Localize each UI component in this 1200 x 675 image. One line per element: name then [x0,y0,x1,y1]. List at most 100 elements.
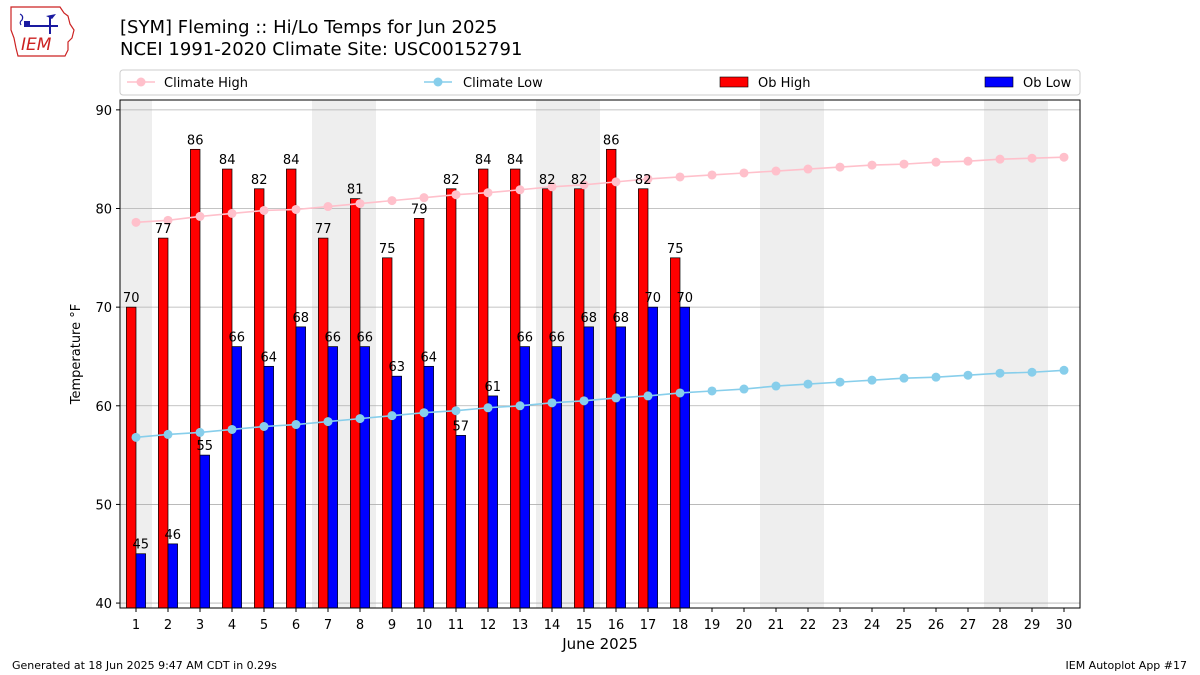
ob-high-label: 82 [443,173,460,188]
ob-low-label: 64 [421,350,438,365]
climate-low-point [355,414,365,424]
x-tick-label: 2 [164,618,172,633]
ob-low-label: 68 [293,311,310,326]
ob-high-label: 86 [603,133,620,148]
ob-high-label: 77 [315,222,332,237]
x-tick-label: 1 [132,618,140,633]
climate-lines [131,152,1069,442]
x-tick-label: 27 [960,618,977,633]
ob-high-bar [254,188,265,609]
ob-high-bar [606,148,617,609]
x-tick-label: 11 [448,618,465,633]
ob-high-label: 77 [155,222,172,237]
ob-low-bar [551,346,562,609]
x-tick-label: 10 [416,618,433,633]
climate-low-point [163,429,173,439]
ob-high-bar [670,257,681,609]
legend-label-ob-low: Ob Low [1023,76,1072,91]
climate-low-point [867,375,877,385]
climate-low-point [131,432,141,442]
ob-high-bar [542,188,553,609]
ob-low-bar [167,543,178,609]
legend: Climate High Climate Low Ob High Ob Low [119,69,1081,96]
climate-low-line [135,369,1065,439]
ob-high-label: 82 [635,173,652,188]
weekend-shade [760,100,792,608]
climate-low-point [963,370,973,380]
iem-logo: IEM [10,6,75,57]
x-tick-label: 5 [260,618,268,633]
x-tick-label: 20 [736,618,753,633]
weekend-shade [1016,100,1048,608]
climate-low-point [611,393,621,403]
climate-high-point [1059,152,1069,162]
plot-frame [119,99,1081,609]
x-tick-label: 14 [544,618,561,633]
ob-low-bar [199,454,210,609]
legend-item-ob-low: Ob Low [984,76,1072,91]
x-tick-label: 16 [608,618,625,633]
ob-low-bar [679,306,690,609]
climate-low-point [899,373,909,383]
x-tick-label: 30 [1056,618,1073,633]
x-tick-label: 13 [512,618,529,633]
x-tick-label: 25 [896,618,913,633]
x-tick-label: 6 [292,618,300,633]
bars [126,148,690,609]
ob-high-bar [222,168,233,609]
ob-high-bar [510,168,521,609]
climate-high-point [547,182,557,192]
ob-high-label: 86 [187,133,204,148]
ob-high-label: 75 [379,242,396,257]
x-axis-label: June 2025 [561,635,638,653]
ob-high-bar [126,306,137,609]
legend-item-climate-high: Climate High [127,76,248,91]
x-tick-label: 8 [356,618,364,633]
ob-low-label: 63 [389,360,406,375]
climate-high-point [355,199,365,209]
legend-item-ob-high: Ob High [719,76,811,91]
logo-text: IEM [21,35,52,55]
climate-low-point [387,411,397,421]
climate-high-point [995,154,1005,164]
weekend-shade [984,100,1016,608]
ob-high-bar [158,237,169,609]
legend-label-ob-high: Ob High [758,76,811,91]
y-tick-label: 50 [95,498,112,513]
climate-high-point [387,196,397,206]
x-tick-label: 26 [928,618,945,633]
climate-high-point [771,166,781,176]
ob-low-bar [359,346,370,609]
y-tick-label: 60 [95,400,112,415]
ob-low-label: 70 [645,291,662,306]
climate-low-point [803,379,813,389]
ob-high-bar [446,188,457,609]
ob-high-label: 82 [571,173,588,188]
weekend-shade [792,100,824,608]
legend-item-climate-low: Climate Low [424,76,543,91]
app-id: IEM Autoplot App #17 [1065,659,1188,672]
climate-high-point [931,157,941,167]
y-tick-label: 70 [95,301,112,316]
climate-low-point [835,377,845,387]
climate-high-point [323,202,333,212]
x-tick-label: 7 [324,618,332,633]
climate-high-point [259,205,269,215]
ob-low-bar [263,365,274,609]
legend-frame [119,69,1081,96]
climate-high-point [1027,153,1037,163]
climate-low-point [771,381,781,391]
ob-high-label: 84 [283,153,300,168]
ob-high-label: 84 [219,153,236,168]
data-labels: 70 77 86 84 82 84 77 81 75 79 82 84 84 82 82 86 82 75 45 46… [123,133,693,552]
ob-low-label: 55 [197,439,214,454]
climate-high-point [579,180,589,190]
ob-high-label: 82 [251,173,268,188]
x-tick-label: 18 [672,618,689,633]
ob-low-label: 46 [165,528,182,543]
ob-high-bar [382,257,393,609]
x-tick-label: 4 [228,618,236,633]
y-axis-label: Temperature °F [69,304,84,405]
climate-high-point [515,185,525,195]
